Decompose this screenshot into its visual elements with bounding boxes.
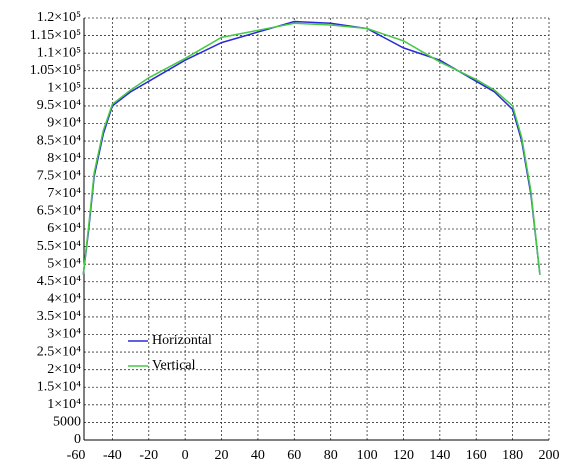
y-tick-label: 1.15×10⁵ bbox=[30, 28, 81, 43]
x-tick-label: 60 bbox=[287, 448, 301, 463]
x-tick-label: 180 bbox=[502, 448, 523, 463]
y-tick-label: 6×10⁴ bbox=[47, 221, 81, 236]
x-tick-label: 40 bbox=[251, 448, 265, 463]
legend-label: Vertical bbox=[152, 358, 196, 373]
y-tick-label: 4×10⁴ bbox=[47, 292, 81, 307]
y-tick-label: 0 bbox=[74, 432, 81, 447]
y-tick-label: 9×10⁴ bbox=[47, 116, 81, 131]
x-tick-label: 200 bbox=[539, 448, 560, 463]
y-tick-label: 2.5×10⁴ bbox=[37, 344, 81, 359]
y-tick-label: 5000 bbox=[53, 415, 81, 430]
x-tick-label: 0 bbox=[182, 448, 189, 463]
y-tick-label: 8.5×10⁴ bbox=[37, 133, 81, 148]
x-tick-label: 20 bbox=[215, 448, 229, 463]
y-tick-label: 1.1×10⁵ bbox=[37, 45, 81, 60]
y-tick-label: 7×10⁴ bbox=[47, 186, 81, 201]
y-tick-label: 7.5×10⁴ bbox=[37, 168, 81, 183]
series-line bbox=[82, 20, 541, 275]
x-tick-label: 100 bbox=[357, 448, 378, 463]
y-tick-label: 1.5×10⁴ bbox=[37, 379, 81, 394]
y-tick-label: 5.5×10⁴ bbox=[37, 239, 81, 254]
x-tick-label: 80 bbox=[324, 448, 338, 463]
y-tick-label: 8×10⁴ bbox=[47, 151, 81, 166]
legend-label: Horizontal bbox=[152, 333, 212, 348]
series-line bbox=[82, 22, 541, 275]
x-tick-label: 140 bbox=[429, 448, 450, 463]
x-tick-label: -60 bbox=[67, 448, 86, 463]
y-tick-label: 1.2×10⁵ bbox=[37, 10, 81, 25]
y-tick-label: 3.5×10⁴ bbox=[37, 309, 81, 324]
x-tick-label: -20 bbox=[139, 448, 158, 463]
y-tick-label: 1.05×10⁵ bbox=[30, 63, 81, 78]
y-tick-label: 9.5×10⁴ bbox=[37, 98, 81, 113]
y-tick-label: 4.5×10⁴ bbox=[37, 274, 81, 289]
y-tick-label: 1×10⁴ bbox=[47, 397, 81, 412]
y-tick-label: 3×10⁴ bbox=[47, 327, 81, 342]
x-tick-label: 120 bbox=[393, 448, 414, 463]
y-tick-label: 6.5×10⁴ bbox=[37, 204, 81, 219]
x-tick-label: 160 bbox=[466, 448, 487, 463]
y-tick-label: 2×10⁴ bbox=[47, 362, 81, 377]
y-tick-label: 5×10⁴ bbox=[47, 256, 81, 271]
y-tick-label: 1×10⁵ bbox=[47, 81, 81, 96]
x-tick-label: -40 bbox=[103, 448, 122, 463]
